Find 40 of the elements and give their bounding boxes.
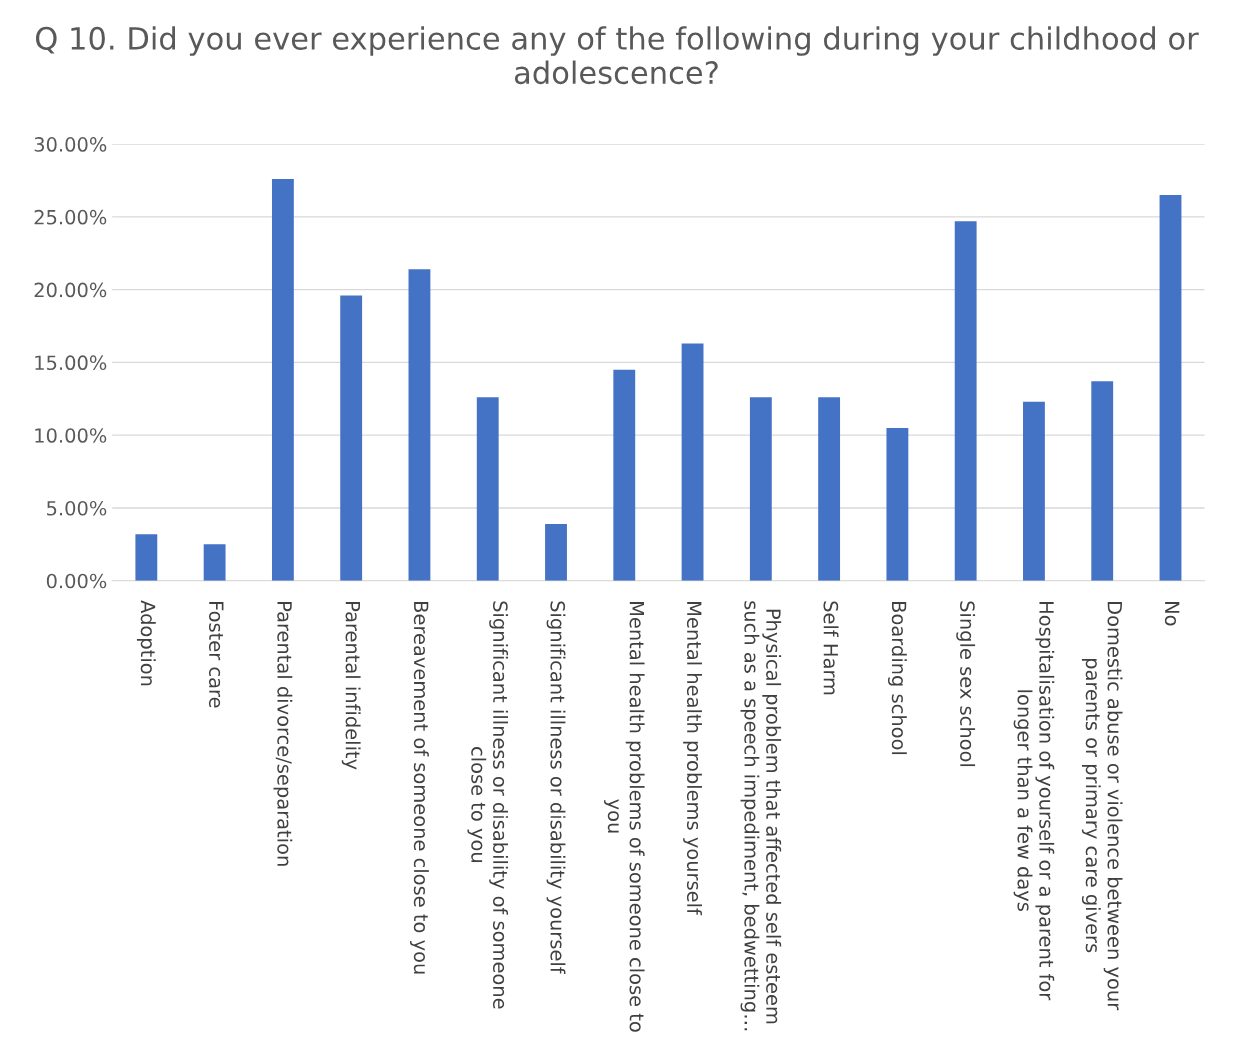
bar xyxy=(681,343,704,581)
y-tick-label: 20.00% xyxy=(34,282,107,298)
y-tick-label: 5.00% xyxy=(47,500,107,516)
x-tick-label: Boarding school xyxy=(887,602,907,755)
x-tick-label: Single sex school xyxy=(956,601,976,767)
x-tick-label: Hospitalisation of yourself or a parent for longer than a few days xyxy=(1013,602,1055,1001)
x-tick-label: Physical problem that affected self esteem such as a speech impediment, bedwetting… xyxy=(740,601,782,1031)
bar xyxy=(340,295,363,581)
bar xyxy=(1023,401,1045,581)
bar xyxy=(818,397,841,581)
bar xyxy=(1091,381,1114,581)
x-tick-label: Significant illness or disability yourself xyxy=(546,601,566,975)
bar xyxy=(476,397,499,581)
x-tick-label: Domestic abuse or violence between your parents or primary care givers xyxy=(1081,602,1123,1011)
bar xyxy=(1159,195,1182,581)
x-tick-label: Self Harm xyxy=(823,601,839,695)
y-tick-label: 15.00% xyxy=(35,355,107,371)
bar xyxy=(271,179,294,581)
y-tick-label: 25.00% xyxy=(34,209,107,225)
bar xyxy=(613,369,636,581)
bar xyxy=(954,221,977,581)
x-tick-label: Significant illness or disability of someone close to you xyxy=(467,601,509,1009)
bar xyxy=(749,397,772,581)
chart-title: Q 10. Did you ever experience any of the following during your childhood or adolescence? xyxy=(35,26,1199,85)
y-tick-label: 10.00% xyxy=(35,428,107,443)
x-tick-label: Foster care xyxy=(208,602,224,708)
bar xyxy=(135,534,158,581)
bar xyxy=(408,269,431,581)
x-tick-label: Parental divorce/separation xyxy=(273,602,293,866)
x-tick-label: Mental health problems of someone close to you xyxy=(603,602,645,1032)
x-tick-label: No xyxy=(1164,602,1180,626)
y-tick-label: 30.00% xyxy=(34,137,107,152)
bar xyxy=(545,523,567,581)
x-tick-label: Adoption xyxy=(136,600,156,686)
x-tick-label: Bereavement of someone close to you xyxy=(410,602,429,974)
x-tick-label: Parental infidelity xyxy=(341,602,361,770)
y-tick-label: 0.00% xyxy=(46,573,107,589)
x-tick-label: Mental health problems yourself xyxy=(683,602,702,916)
bar xyxy=(203,544,226,581)
bar xyxy=(886,427,909,581)
